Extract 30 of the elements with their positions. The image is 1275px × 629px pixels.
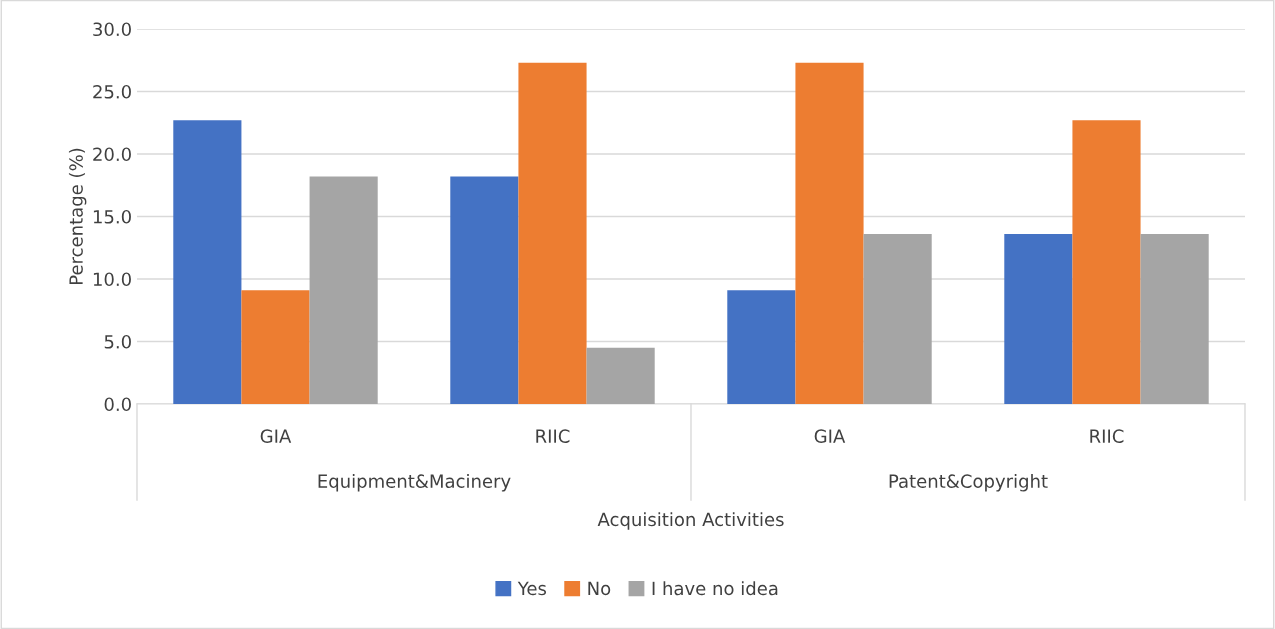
bar xyxy=(863,234,932,404)
y-tick-label: 0.0 xyxy=(104,397,131,412)
x-tick-label: GIA xyxy=(814,429,846,443)
bar xyxy=(518,62,587,404)
y-axis-title: Percentage (%) xyxy=(68,148,87,284)
x-tick-label: GIA xyxy=(260,429,292,443)
legend-label: No xyxy=(588,581,611,596)
legend-label: Yes xyxy=(517,581,547,596)
y-tick-label: 30.0 xyxy=(93,22,131,37)
bar xyxy=(173,120,242,404)
x-tick-label: RIIC xyxy=(1090,429,1124,443)
text: Equipment&Macinery xyxy=(318,474,511,492)
bar xyxy=(586,347,655,404)
x-axis-title: Acquisition Activities xyxy=(597,512,784,530)
bar xyxy=(1072,120,1141,404)
y-tick-label: 25.0 xyxy=(93,84,131,99)
bar xyxy=(795,62,864,404)
bar xyxy=(727,290,796,404)
y-tick-label: 10.0 xyxy=(93,272,131,287)
y-tick-label: 20.0 xyxy=(93,147,131,162)
y-tick-label: 15.0 xyxy=(93,209,131,224)
y-tick-label: 5.0 xyxy=(104,334,131,349)
x-tick-label: RIIC xyxy=(536,429,570,443)
bar xyxy=(241,290,310,404)
bar xyxy=(309,176,378,404)
legend-label: I have no idea xyxy=(652,581,778,596)
bar xyxy=(1004,234,1073,404)
text: Patent&Copyright xyxy=(889,474,1048,492)
bar xyxy=(1140,234,1209,404)
bar xyxy=(450,176,519,404)
